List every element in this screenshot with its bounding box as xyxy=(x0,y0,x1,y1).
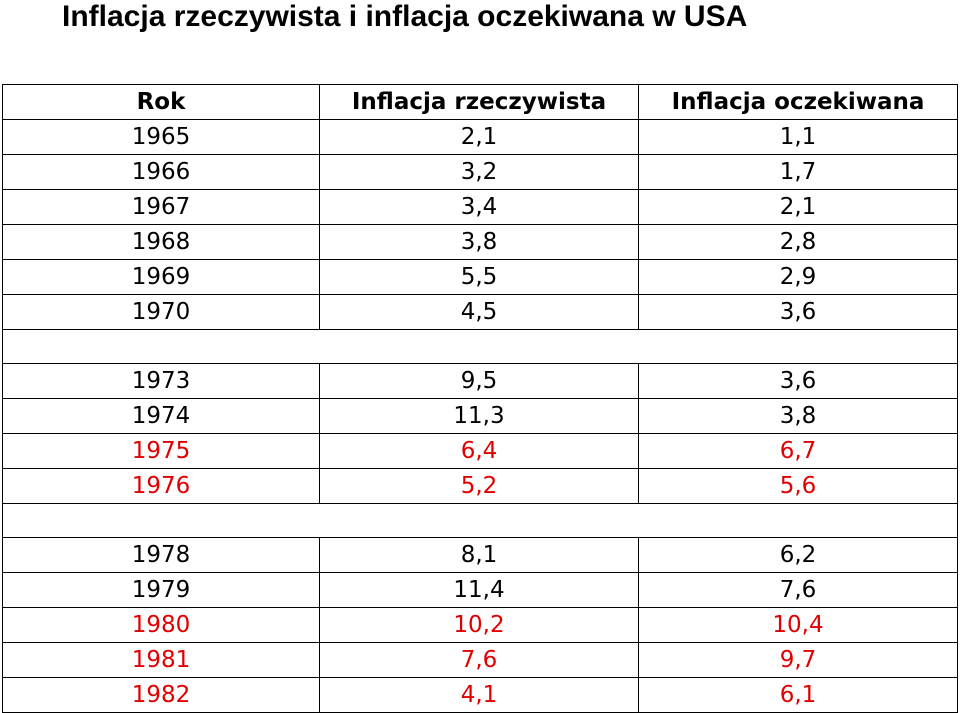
table-row: 1976 5,2 5,6 xyxy=(2,468,958,504)
gap-cell xyxy=(2,503,958,538)
table-gap-row xyxy=(2,329,958,364)
header-expected-inflation: Inflacja oczekiwana xyxy=(638,84,958,120)
year-cell: 1980 xyxy=(2,607,320,643)
table-row: 1974 11,3 3,8 xyxy=(2,398,958,434)
actual-inflation-cell: 3,2 xyxy=(319,154,639,190)
expected-inflation-cell: 2,1 xyxy=(638,189,958,225)
expected-inflation-cell: 1,1 xyxy=(638,119,958,155)
year-cell: 1978 xyxy=(2,537,320,573)
year-cell: 1974 xyxy=(2,398,320,434)
actual-inflation-cell: 3,4 xyxy=(319,189,639,225)
table-row: 1981 7,6 9,7 xyxy=(2,642,958,678)
actual-inflation-cell: 9,5 xyxy=(319,363,639,399)
expected-inflation-cell: 3,6 xyxy=(638,294,958,330)
expected-inflation-cell: 6,7 xyxy=(638,433,958,469)
actual-inflation-cell: 7,6 xyxy=(319,642,639,678)
expected-inflation-cell: 1,7 xyxy=(638,154,958,190)
table-row: 1973 9,5 3,6 xyxy=(2,363,958,399)
expected-inflation-cell: 7,6 xyxy=(638,572,958,608)
table-body: 1965 2,1 1,1 1966 3,2 1,7 1967 3,4 2,1 1968 3,8 2,8… xyxy=(2,119,958,713)
inflation-table: Rok Inflacja rzeczywista Inflacja oczeki… xyxy=(2,84,958,713)
year-cell: 1973 xyxy=(2,363,320,399)
table-row: 1982 4,1 6,1 xyxy=(2,677,958,713)
table-row: 1969 5,5 2,9 xyxy=(2,259,958,295)
table-row: 1979 11,4 7,6 xyxy=(2,572,958,608)
header-actual-inflation: Inflacja rzeczywista xyxy=(319,84,639,120)
year-cell: 1968 xyxy=(2,224,320,260)
year-cell: 1976 xyxy=(2,468,320,504)
table-row: 1978 8,1 6,2 xyxy=(2,537,958,573)
expected-inflation-cell: 2,9 xyxy=(638,259,958,295)
year-cell: 1979 xyxy=(2,572,320,608)
gap-cell xyxy=(2,329,958,364)
header-year: Rok xyxy=(2,84,320,120)
table-row: 1980 10,2 10,4 xyxy=(2,607,958,643)
table-row: 1965 2,1 1,1 xyxy=(2,119,958,155)
year-cell: 1969 xyxy=(2,259,320,295)
table-row: 1968 3,8 2,8 xyxy=(2,224,958,260)
expected-inflation-cell: 6,2 xyxy=(638,537,958,573)
actual-inflation-cell: 6,4 xyxy=(319,433,639,469)
table-gap-row xyxy=(2,503,958,538)
year-cell: 1967 xyxy=(2,189,320,225)
table-row: 1975 6,4 6,7 xyxy=(2,433,958,469)
expected-inflation-cell: 3,6 xyxy=(638,363,958,399)
year-cell: 1981 xyxy=(2,642,320,678)
actual-inflation-cell: 11,4 xyxy=(319,572,639,608)
expected-inflation-cell: 3,8 xyxy=(638,398,958,434)
table-row: 1967 3,4 2,1 xyxy=(2,189,958,225)
actual-inflation-cell: 10,2 xyxy=(319,607,639,643)
year-cell: 1970 xyxy=(2,294,320,330)
expected-inflation-cell: 10,4 xyxy=(638,607,958,643)
actual-inflation-cell: 2,1 xyxy=(319,119,639,155)
expected-inflation-cell: 5,6 xyxy=(638,468,958,504)
year-cell: 1965 xyxy=(2,119,320,155)
year-cell: 1966 xyxy=(2,154,320,190)
expected-inflation-cell: 2,8 xyxy=(638,224,958,260)
table-row: 1966 3,2 1,7 xyxy=(2,154,958,190)
table-header-row: Rok Inflacja rzeczywista Inflacja oczeki… xyxy=(2,84,958,120)
actual-inflation-cell: 5,5 xyxy=(319,259,639,295)
actual-inflation-cell: 3,8 xyxy=(319,224,639,260)
year-cell: 1975 xyxy=(2,433,320,469)
page-title: Inflacja rzeczywista i inflacja oczekiwa… xyxy=(62,0,748,33)
expected-inflation-cell: 9,7 xyxy=(638,642,958,678)
actual-inflation-cell: 4,5 xyxy=(319,294,639,330)
table-row: 1970 4,5 3,6 xyxy=(2,294,958,330)
actual-inflation-cell: 4,1 xyxy=(319,677,639,713)
actual-inflation-cell: 8,1 xyxy=(319,537,639,573)
expected-inflation-cell: 6,1 xyxy=(638,677,958,713)
actual-inflation-cell: 5,2 xyxy=(319,468,639,504)
year-cell: 1982 xyxy=(2,677,320,713)
actual-inflation-cell: 11,3 xyxy=(319,398,639,434)
